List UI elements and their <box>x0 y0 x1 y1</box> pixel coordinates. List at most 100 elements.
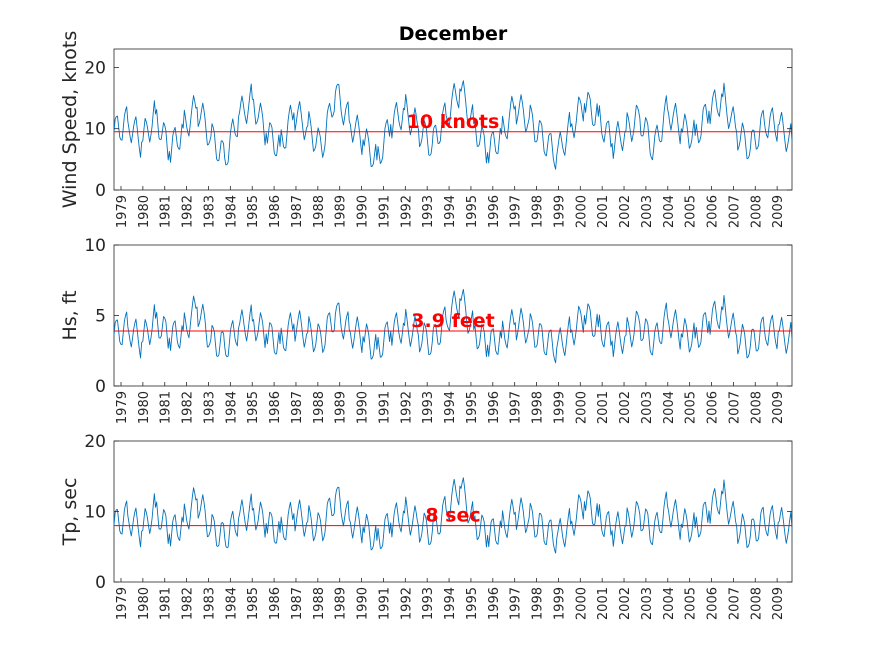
wind-speed-xtick-label: 1997 <box>509 195 524 228</box>
peak-period-xtick-label: 1999 <box>552 587 567 620</box>
wind-speed-xtick-label: 1983 <box>202 195 217 228</box>
wind-speed-xtick-label: 1988 <box>312 195 327 228</box>
peak-period-ytick-label: 20 <box>84 432 106 452</box>
wave-height-xtick-label: 1988 <box>312 391 327 424</box>
wind-speed-xtick-label: 1998 <box>531 195 546 228</box>
wind-speed-xtick-label: 2000 <box>574 195 589 228</box>
peak-period-xtick-label: 2006 <box>706 587 721 620</box>
wave-height-xtick-label: 1999 <box>552 391 567 424</box>
peak-period-xtick-label: 1992 <box>399 587 414 620</box>
wave-height-xtick-label: 2000 <box>574 391 589 424</box>
wind-speed-ytick-label: 0 <box>95 181 106 201</box>
wave-height-xtick-label: 1989 <box>334 391 349 424</box>
peak-period-xtick-label: 2003 <box>640 587 655 620</box>
peak-period-xtick-label: 1984 <box>224 587 239 620</box>
wave-height-xtick-label: 1985 <box>246 391 261 424</box>
wind-speed-ytick-label: 10 <box>84 120 106 140</box>
wave-height-xtick-label: 1979 <box>115 391 130 424</box>
wave-height-xtick-label: 2007 <box>727 391 742 424</box>
wind-speed-xtick-label: 1979 <box>115 195 130 228</box>
wave-height-ytick-label: 5 <box>95 307 106 327</box>
wind-speed-xtick-label: 2007 <box>727 195 742 228</box>
wave-height-xtick-label: 1990 <box>356 391 371 424</box>
peak-period-xtick-label: 2004 <box>662 587 677 620</box>
peak-period-xtick-label: 2008 <box>749 587 764 620</box>
wind-speed-series-line <box>113 80 793 170</box>
wave-height-xtick-label: 1997 <box>509 391 524 424</box>
wind-speed-ytick-label: 20 <box>84 58 106 78</box>
wave-height-xtick-label: 1996 <box>487 391 502 424</box>
peak-period-axes-box <box>113 440 793 583</box>
wave-height-xtick-label: 1993 <box>421 391 436 424</box>
wind-speed-xtick-label: 2004 <box>662 195 677 228</box>
wave-height-xtick-label: 2004 <box>662 391 677 424</box>
peak-period-xtick-label: 1995 <box>465 587 480 620</box>
wind-speed-xtick-label: 1985 <box>246 195 261 228</box>
wind-speed-ylabel: Wind Speed, knots <box>59 31 81 208</box>
wave-height-xtick-label: 2003 <box>640 391 655 424</box>
peak-period-xtick-label: 1985 <box>246 587 261 620</box>
wind-speed-xtick-label: 1990 <box>356 195 371 228</box>
peak-period-xtick-label: 1980 <box>137 587 152 620</box>
peak-period-xtick-label: 1991 <box>377 587 392 620</box>
peak-period-xtick-label: 2005 <box>684 587 699 620</box>
wave-height-xtick-label: 2002 <box>618 391 633 424</box>
peak-period-xtick-label: 1994 <box>443 587 458 620</box>
wave-height-xtick-label: 1982 <box>181 391 196 424</box>
wave-height-xtick-label: 2005 <box>684 391 699 424</box>
wind-speed-xtick-label: 1993 <box>421 195 436 228</box>
wave-height-xtick-label: 1987 <box>290 391 305 424</box>
peak-period-xtick-label: 1987 <box>290 587 305 620</box>
peak-period-xtick-label: 1989 <box>334 587 349 620</box>
wind-speed-xtick-label: 2009 <box>771 195 786 228</box>
wind-speed-xtick-label: 2008 <box>749 195 764 228</box>
peak-period-reference-label: 8 sec <box>425 505 480 527</box>
peak-period-xtick-label: 1998 <box>531 587 546 620</box>
wave-height-xtick-label: 2009 <box>771 391 786 424</box>
wind-speed-reference-label: 10 knots <box>407 111 500 133</box>
wind-speed-xtick-label: 2003 <box>640 195 655 228</box>
peak-period-xtick-label: 1993 <box>421 587 436 620</box>
peak-period-ytick-label: 10 <box>84 503 106 523</box>
peak-period-ylabel: Tp, sec <box>59 478 81 547</box>
peak-period-xtick-label: 2001 <box>596 587 611 620</box>
peak-period-xtick-label: 1986 <box>268 587 283 620</box>
wave-height-xtick-label: 2001 <box>596 391 611 424</box>
wave-height-ytick-label: 10 <box>84 236 106 256</box>
wind-speed-xtick-label: 1987 <box>290 195 305 228</box>
wind-speed-xtick-label: 1999 <box>552 195 567 228</box>
wind-speed-xtick-label: 1991 <box>377 195 392 228</box>
wave-height-xtick-label: 1984 <box>224 391 239 424</box>
wave-height-ytick-label: 0 <box>95 377 106 397</box>
wave-height-reference-label: 3.9 feet <box>411 310 494 332</box>
wind-speed-xtick-label: 2002 <box>618 195 633 228</box>
peak-period-xtick-label: 1981 <box>159 587 174 620</box>
peak-period-panel: 8 sec 0 10 20 Tp, sec 1979 1980 1981 1982 1983 198… <box>59 432 793 620</box>
peak-period-xtick-label: 1990 <box>356 587 371 620</box>
peak-period-xtick-label: 2007 <box>727 587 742 620</box>
wave-height-xtick-label: 1995 <box>465 391 480 424</box>
peak-period-xtick-label: 1979 <box>115 587 130 620</box>
wave-height-xtick-label: 1986 <box>268 391 283 424</box>
peak-period-xtick-label: 2000 <box>574 587 589 620</box>
wind-speed-axes-box <box>113 48 793 191</box>
wind-speed-xtick-label: 1984 <box>224 195 239 228</box>
peak-period-xtick-label: 1982 <box>181 587 196 620</box>
wave-height-xtick-label: 1980 <box>137 391 152 424</box>
wave-height-xtick-label: 1998 <box>531 391 546 424</box>
peak-period-xtick-label: 1996 <box>487 587 502 620</box>
wave-height-xtick-label: 1983 <box>202 391 217 424</box>
peak-period-xtick-label: 2002 <box>618 587 633 620</box>
peak-period-xtick-label: 1997 <box>509 587 524 620</box>
wind-speed-xtick-label: 1981 <box>159 195 174 228</box>
wave-height-panel: 3.9 feet 0 5 10 Hs, ft 1979 1980 1981 1982 1983 19… <box>59 236 793 424</box>
wave-height-xtick-label: 1994 <box>443 391 458 424</box>
wind-speed-xtick-label: 1982 <box>181 195 196 228</box>
wave-height-ylabel: Hs, ft <box>59 290 81 340</box>
wind-speed-xtick-label: 2006 <box>706 195 721 228</box>
wind-speed-xtick-label: 2005 <box>684 195 699 228</box>
wind-speed-xtick-label: 1980 <box>137 195 152 228</box>
